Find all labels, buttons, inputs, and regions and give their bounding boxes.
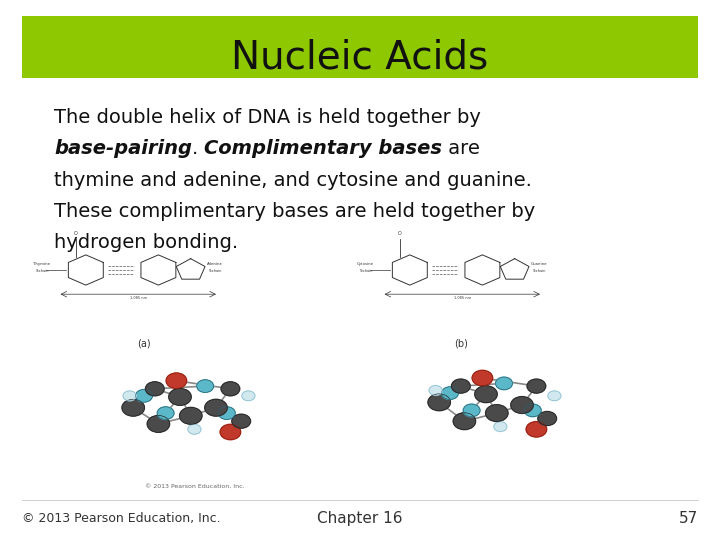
Circle shape [472,370,492,386]
Text: These complimentary bases are held together by: These complimentary bases are held toget… [54,202,535,221]
Text: Tochain: Tochain [208,269,222,273]
Text: 1.085 nm: 1.085 nm [130,296,147,300]
Circle shape [122,399,145,416]
Text: (b): (b) [454,339,468,349]
Circle shape [526,422,546,437]
Text: base-pairing: base-pairing [54,139,192,158]
Circle shape [157,407,174,420]
Text: Guanine: Guanine [531,262,547,266]
Circle shape [485,404,508,422]
Circle shape [135,389,153,402]
Text: 57: 57 [679,511,698,526]
Text: Complimentary bases: Complimentary bases [204,139,443,158]
Circle shape [197,380,214,393]
Text: Chapter 16: Chapter 16 [318,511,402,526]
Circle shape [429,386,442,395]
Circle shape [123,391,136,401]
Circle shape [188,424,201,434]
FancyBboxPatch shape [22,16,698,78]
Text: © 2013 Pearson Education, Inc.: © 2013 Pearson Education, Inc. [22,512,220,525]
Circle shape [168,388,192,406]
Circle shape [145,382,164,396]
Circle shape [221,382,240,396]
Text: The double helix of DNA is held together by: The double helix of DNA is held together… [54,108,481,127]
Text: are: are [443,139,480,158]
Text: .: . [192,139,204,158]
Circle shape [453,413,476,430]
Circle shape [495,377,513,390]
Text: © 2013 Pearson Education, Inc.: © 2013 Pearson Education, Inc. [145,483,244,488]
Text: 1.085 nm: 1.085 nm [454,296,471,300]
Circle shape [147,415,170,433]
Circle shape [494,422,507,431]
Circle shape [166,373,186,388]
Text: hydrogen bonding.: hydrogen bonding. [54,233,238,252]
Circle shape [538,411,557,426]
Text: Thymine: Thymine [33,262,50,266]
Circle shape [548,391,561,401]
Text: Tochain: Tochain [359,269,372,273]
Circle shape [474,386,498,403]
Circle shape [428,394,451,411]
Text: Tochain: Tochain [532,269,546,273]
Circle shape [242,391,255,401]
Text: Nucleic Acids: Nucleic Acids [231,39,489,77]
Circle shape [220,424,240,440]
Text: Tochain: Tochain [35,269,48,273]
Circle shape [232,414,251,428]
Text: Cytosine: Cytosine [357,262,374,266]
Text: thymine and adenine, and cytosine and guanine.: thymine and adenine, and cytosine and gu… [54,171,532,190]
Circle shape [510,396,534,414]
Circle shape [204,399,228,416]
Circle shape [441,387,459,400]
Circle shape [524,404,541,417]
Circle shape [527,379,546,393]
Circle shape [218,407,235,420]
Text: (a): (a) [138,339,150,349]
Text: Adenine: Adenine [207,262,222,266]
Text: O: O [74,232,78,237]
Text: O: O [398,232,402,237]
Circle shape [451,379,470,393]
Circle shape [179,407,202,424]
Circle shape [463,404,480,417]
